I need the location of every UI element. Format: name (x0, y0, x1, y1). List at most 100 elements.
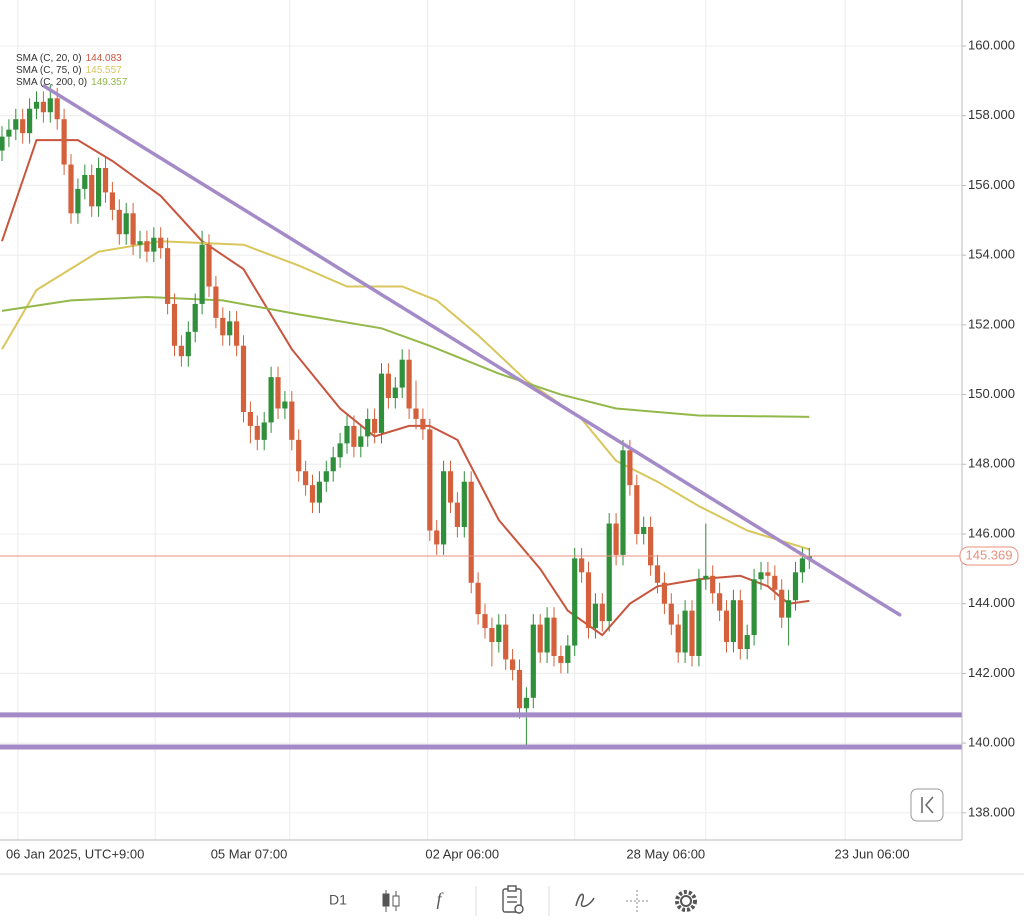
candle-body (654, 565, 661, 583)
candle-body (461, 481, 467, 528)
candle-body (171, 303, 178, 346)
candle-body (744, 635, 750, 649)
candle-body (765, 572, 771, 576)
candle-body (661, 582, 668, 604)
settings-button[interactable] (675, 890, 697, 912)
candle-body (558, 655, 564, 663)
legend-value: 144.083 (86, 53, 123, 64)
x-tick-label: 02 Apr 06:00 (425, 846, 499, 861)
legend-value: 149.357 (91, 77, 128, 88)
candle-body (47, 98, 53, 113)
candle-body (199, 244, 205, 304)
candle-body (385, 373, 392, 399)
candle-body (772, 575, 778, 590)
y-tick-label: 146.000 (968, 525, 1015, 540)
candle-body (144, 241, 150, 252)
candle-body (675, 624, 681, 653)
legend-name: SMA (C, 200, 0) (16, 77, 87, 88)
candle-body (13, 119, 19, 130)
candle-body (137, 241, 143, 245)
candle-body (682, 610, 688, 653)
drawing-button[interactable] (575, 893, 595, 908)
candle-body (102, 168, 109, 193)
candle-body (441, 471, 447, 545)
candle-body (116, 209, 122, 235)
candle-body (220, 317, 226, 336)
candle-body (799, 558, 806, 573)
candle-body (447, 471, 454, 503)
candle-body (620, 450, 626, 555)
indicators-button[interactable]: f (436, 889, 444, 909)
last-price-box (959, 546, 1019, 566)
candle-body (516, 669, 523, 709)
candle-body (689, 610, 695, 656)
candle-body (40, 101, 47, 113)
candle-body (213, 286, 219, 318)
candle-body (565, 645, 571, 663)
x-tick-label: 23 Jun 06:00 (834, 846, 909, 861)
candle-body (496, 624, 502, 643)
candle-body (503, 624, 509, 660)
candle-body (330, 457, 336, 472)
candle-body (75, 188, 81, 214)
candle-body (399, 359, 405, 388)
candle-body (427, 429, 433, 531)
candle-body (482, 614, 488, 629)
candle-body (296, 439, 302, 472)
candle-body (33, 101, 40, 109)
button-frame[interactable] (910, 788, 944, 822)
y-tick-label: 144.000 (968, 595, 1015, 610)
candle-body (468, 481, 474, 583)
candle-body (523, 697, 530, 709)
candle-body (240, 345, 247, 412)
y-tick-label: 154.000 (968, 247, 1015, 262)
legend-entry: SMA (C, 20, 0) 144.083 (16, 53, 122, 64)
candle-body (303, 471, 309, 486)
legend-entry: SMA (C, 75, 0) 145.557 (16, 65, 122, 76)
candle-body (703, 575, 709, 580)
candle-body (613, 523, 619, 555)
candle-body (358, 436, 364, 447)
legend-name: SMA (C, 75, 0) (16, 65, 82, 76)
candle-body (551, 617, 557, 656)
candle-body (289, 401, 295, 440)
legend-value: 145.557 (86, 65, 123, 76)
candle-body (323, 471, 329, 482)
candle-body (510, 659, 516, 670)
candle-body (309, 485, 316, 503)
candle-body (592, 603, 599, 629)
candle-body (413, 408, 419, 419)
candle-body (82, 174, 88, 189)
candle-body (275, 377, 281, 409)
x-tick-label: 06 Jan 2025, UTC+9:00 (6, 846, 144, 861)
candle-body (247, 411, 254, 426)
candle-body (68, 164, 74, 214)
candle-body (668, 603, 674, 625)
candle-body (544, 617, 550, 653)
candle-body (599, 603, 605, 622)
y-tick-label: 156.000 (968, 177, 1015, 192)
candle-body (268, 377, 274, 423)
candle-body (351, 425, 357, 447)
candle-body (254, 425, 260, 440)
trend-line (42, 84, 902, 617)
candle-body (627, 450, 633, 486)
candle-body (165, 248, 171, 304)
templates-button[interactable] (502, 885, 524, 914)
timeframe-button[interactable]: D1 (329, 892, 347, 908)
y-tick-label: 140.000 (968, 735, 1015, 750)
legend-entry: SMA (C, 200, 0) 149.357 (16, 77, 128, 88)
candle-body (585, 572, 592, 629)
candle-body (27, 108, 33, 134)
candle-body (641, 527, 647, 534)
legend-name: SMA (C, 20, 0) (16, 53, 82, 64)
y-tick-label: 158.000 (968, 107, 1015, 122)
candle-body (316, 481, 323, 503)
scroll-end-button[interactable] (910, 788, 944, 822)
y-tick-label: 152.000 (968, 316, 1015, 331)
y-tick-label: 148.000 (968, 456, 1015, 471)
chart-type-button[interactable] (382, 890, 400, 912)
candle-body (282, 401, 288, 409)
candle-body (406, 359, 412, 409)
